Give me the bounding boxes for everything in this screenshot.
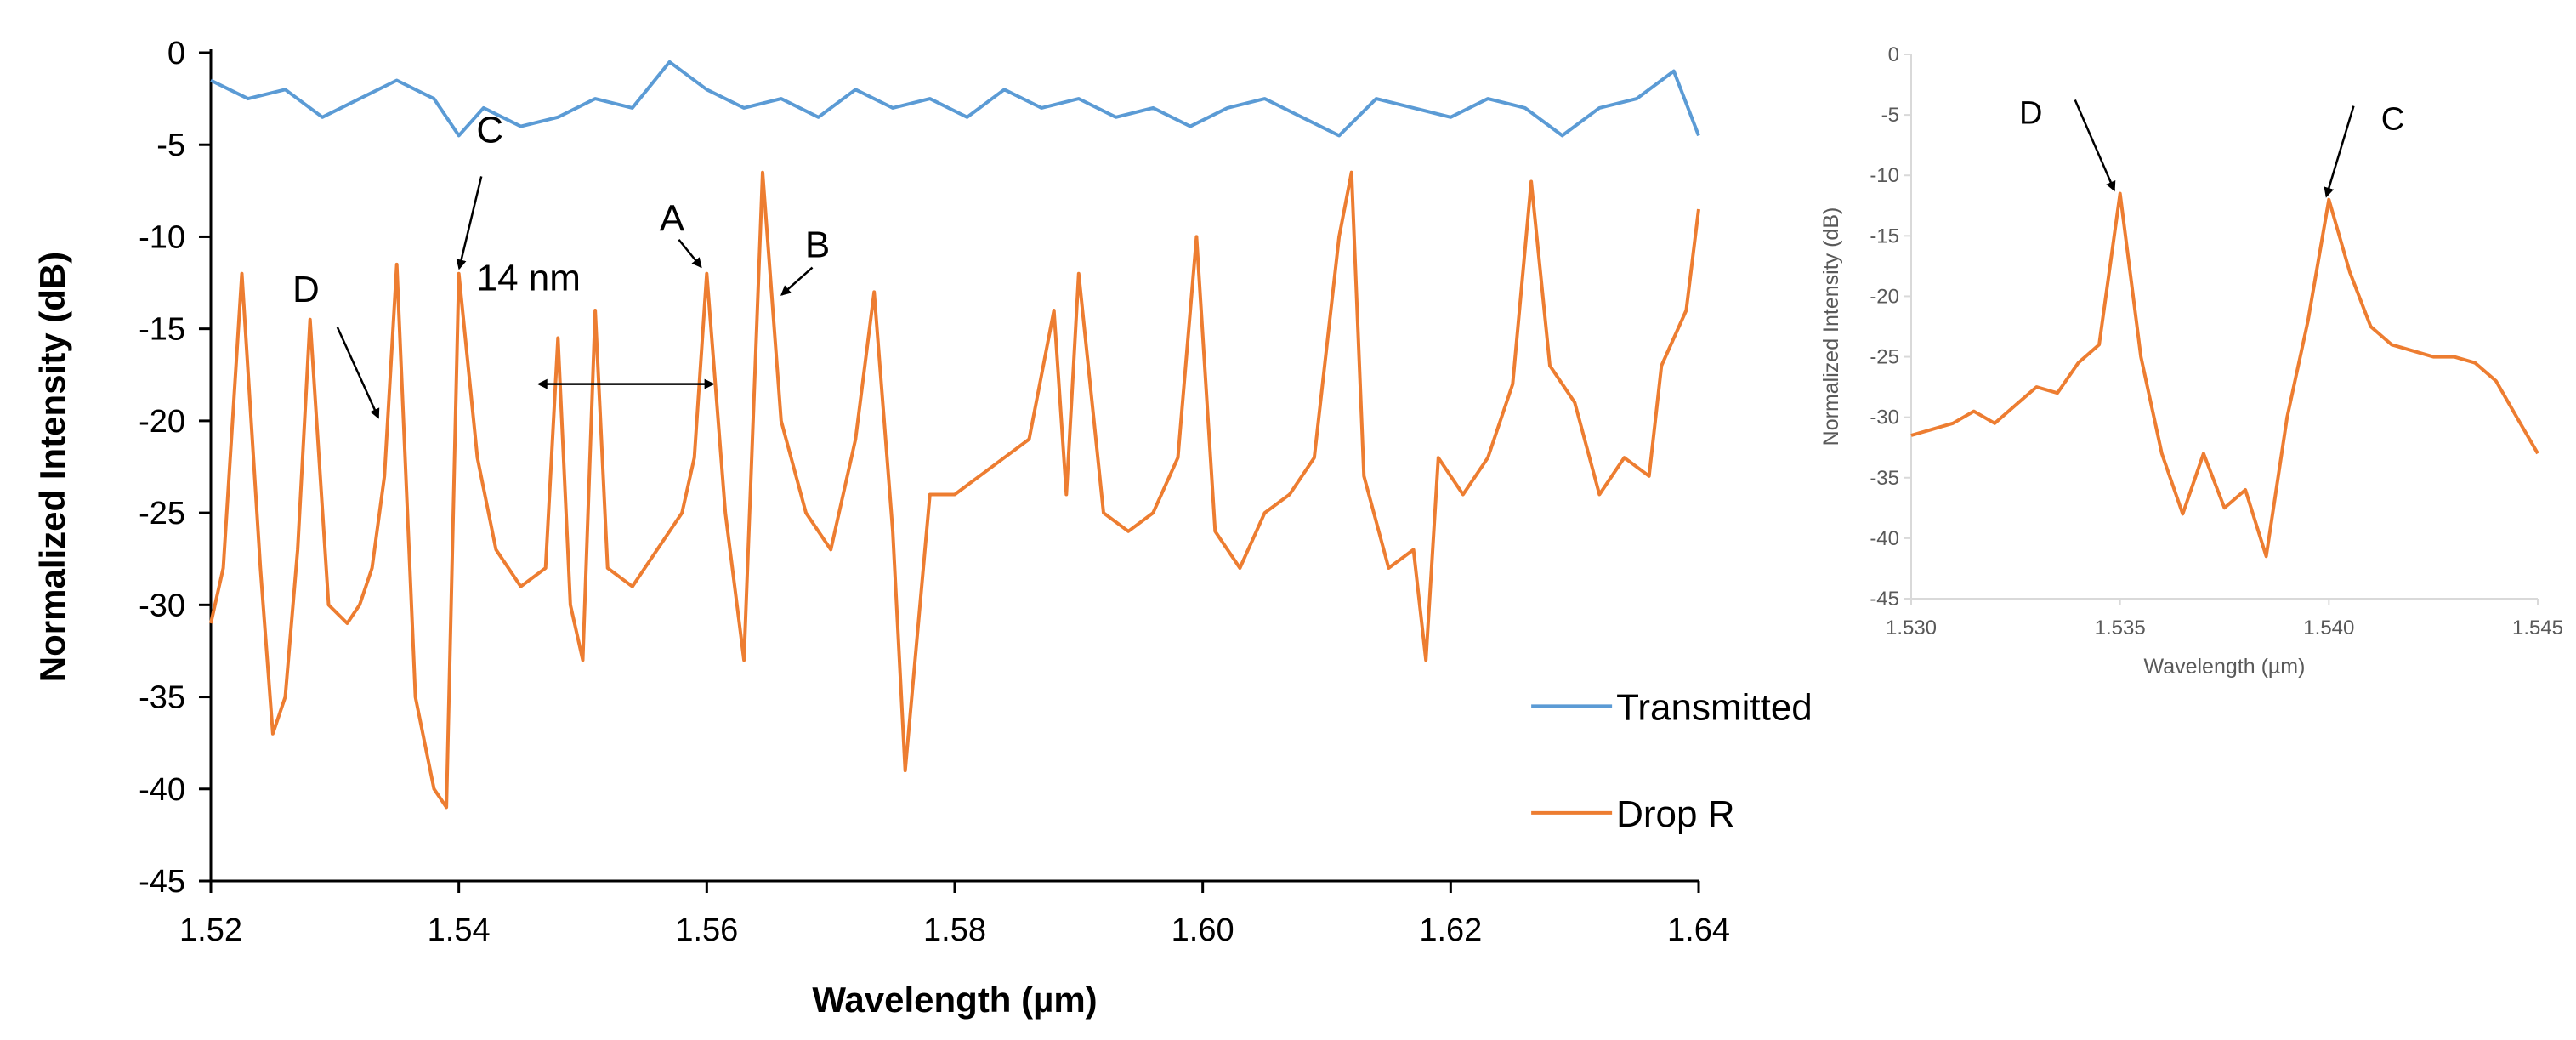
- main-x-tick-label: 1.60: [1172, 912, 1234, 948]
- inset-x-tick-label: 1.545: [2512, 617, 2563, 639]
- inset-y-tick-label: -10: [1870, 164, 1899, 187]
- main-x-tick-label: 1.52: [179, 912, 242, 948]
- inset-x-tick-label: 1.535: [2095, 617, 2146, 639]
- main-x-tick-label: 1.64: [1667, 912, 1730, 948]
- main-y-axis-title: Normalized Intensity (dB): [32, 252, 72, 682]
- inset-y-tick-label: -5: [1881, 104, 1899, 127]
- legend-transmitted-label: Transmitted: [1616, 686, 1813, 728]
- annotation-arrow-c: [456, 176, 483, 270]
- main-y-tick-label: -45: [139, 864, 185, 900]
- annotation-label-b: B: [805, 224, 830, 266]
- main-y-tick-label: -10: [139, 219, 185, 255]
- inset-y-tick-label: -45: [1870, 588, 1899, 611]
- legend-drop-r-label: Drop R: [1616, 793, 1734, 835]
- inset-annotation-label-c: C: [2381, 102, 2404, 138]
- main-chart-legend: Transmitted Drop R: [1531, 686, 1813, 835]
- inset-chart-series: [1910, 191, 2539, 559]
- annotation-label-a: A: [660, 198, 685, 240]
- main-y-tick-label: -40: [139, 772, 185, 808]
- inset-annotation-label-d: D: [2019, 96, 2042, 132]
- annotation-arrow-b: [780, 266, 814, 296]
- inset-y-tick-label: 0: [1888, 43, 1899, 66]
- inset-x-tick-label: 1.540: [2303, 617, 2354, 639]
- annotation-label-c: C: [476, 109, 503, 151]
- main-y-tick-label: 0: [167, 36, 185, 71]
- main-y-tick-label: -20: [139, 404, 185, 440]
- inset-y-tick-label: -20: [1870, 285, 1899, 308]
- main-y-tick-label: -15: [139, 312, 185, 348]
- inset-y-tick-label: -35: [1870, 467, 1899, 490]
- inset-y-tick-label: -25: [1870, 346, 1899, 369]
- annotation-label-14nm: 14 nm: [477, 258, 581, 299]
- main-x-tick-label: 1.56: [675, 912, 738, 948]
- main-x-axis-title: Wavelength (µm): [812, 980, 1097, 1020]
- annotation-arrow-a: [678, 238, 702, 269]
- annotation-arrow-d: [336, 327, 380, 419]
- inset-x-tick-label: 1.530: [1886, 617, 1937, 639]
- inset-annotation-arrow-d: [2074, 99, 2116, 192]
- main-y-tick-label: -35: [139, 680, 185, 716]
- inset-y-tick-label: -30: [1870, 406, 1899, 429]
- series-drop-r-line: [209, 170, 1700, 810]
- main-chart: 0 -5 -10 -15 -20 -25 -30 -35 -40 -45 1.52 1.54 1.56 1…: [32, 36, 1813, 1020]
- main-y-tick-label: -5: [156, 128, 185, 163]
- main-x-tick-label: 1.58: [923, 912, 986, 948]
- inset-y-axis-title: Normalized Intensity (dB): [1819, 207, 1843, 446]
- main-chart-series: [209, 60, 1700, 810]
- main-x-tick-label: 1.54: [428, 912, 491, 948]
- inset-chart-axes: 0 -5 -10 -15 -20 -25 -30 -35 -40 -45 1.530 1.535 1.5…: [1819, 43, 2563, 679]
- inset-chart: 0 -5 -10 -15 -20 -25 -30 -35 -40 -45 1.530 1.535 1.5…: [1819, 43, 2563, 679]
- main-chart-axes: 0 -5 -10 -15 -20 -25 -30 -35 -40 -45 1.52 1.54 1.56 1…: [32, 36, 1730, 1020]
- inset-series-drop-r-line: [1910, 191, 2539, 559]
- inset-annotation-arrow-c: [2324, 105, 2355, 198]
- annotation-label-d: D: [292, 269, 320, 310]
- inset-x-axis-title: Wavelength (µm): [2144, 655, 2306, 679]
- main-chart-annotations: A B C D 14 nm: [292, 109, 830, 419]
- main-y-tick-label: -25: [139, 496, 185, 531]
- main-x-tick-label: 1.62: [1419, 912, 1482, 948]
- inset-y-tick-label: -15: [1870, 224, 1899, 247]
- series-transmitted-line: [210, 60, 1700, 138]
- inset-y-tick-label: -40: [1870, 527, 1899, 550]
- main-y-tick-label: -30: [139, 588, 185, 623]
